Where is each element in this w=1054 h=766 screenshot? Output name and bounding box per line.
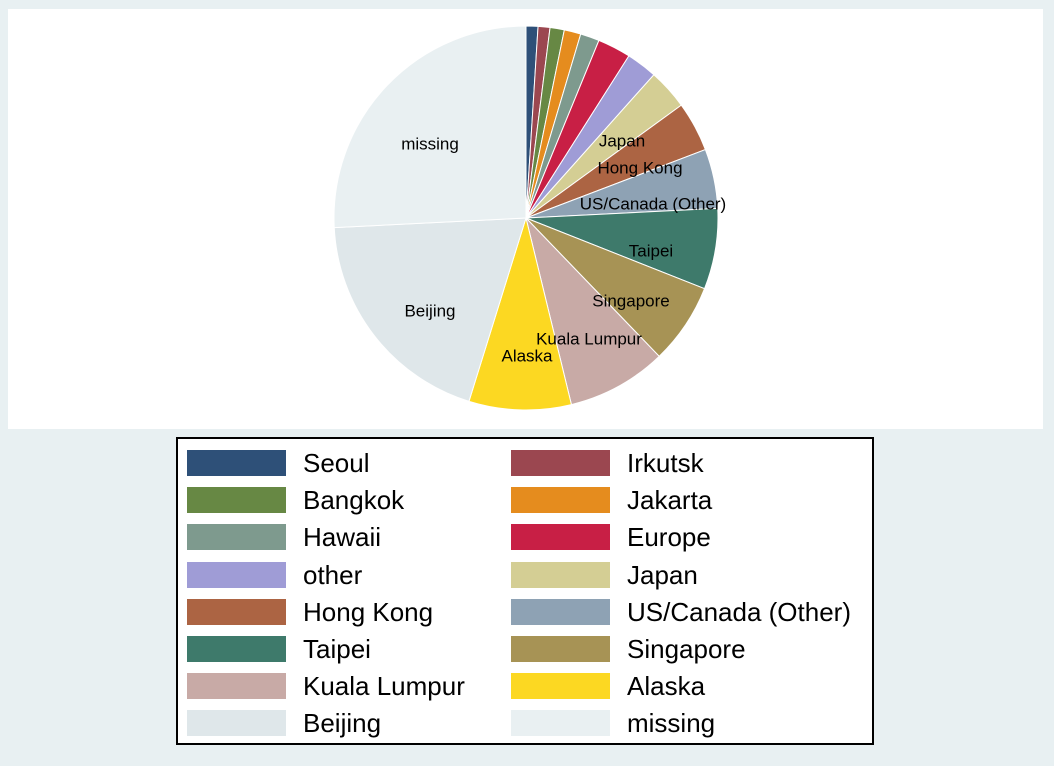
legend-swatch	[187, 710, 286, 737]
legend-swatch	[511, 673, 610, 700]
legend-label: Taipei	[303, 634, 371, 664]
slice-label-missing: missing	[401, 134, 459, 153]
legend-label: missing	[627, 708, 716, 739]
legend-label: Jakarta	[627, 485, 713, 516]
pie-chart: Japan Hong Kong US/Canada (Other) Taipei Sin…	[333, 25, 726, 411]
legend-label: Kuala Lumpur	[303, 671, 465, 702]
slice-label-japan: Japan	[599, 131, 645, 150]
slice-label-us-canada-other-: US/Canada (Other)	[580, 194, 726, 213]
legend-swatch	[511, 561, 610, 588]
pie-slice-beijing	[333, 217, 527, 402]
legend-label: Hawaii	[303, 522, 382, 553]
legend-label: Alaska	[627, 671, 706, 702]
slice-label-kuala-lumpur: Kuala Lumpur	[536, 329, 642, 348]
legend-swatch	[511, 450, 610, 476]
pie-slice-alaska	[468, 216, 573, 411]
pie-slice-kuala-lumpur	[525, 216, 660, 406]
legend-swatch	[187, 561, 286, 588]
legend-label: Singapore	[627, 634, 746, 664]
legend-label: other	[303, 559, 363, 590]
legend-swatch	[187, 598, 286, 625]
legend-swatch	[187, 450, 286, 476]
pie-slice-missing	[333, 25, 527, 229]
legend-label: Japan	[627, 559, 698, 590]
slice-label-singapore: Singapore	[592, 291, 670, 310]
legend: Seoul Irkutsk Bangkok Jakarta Hawaii Europe ot…	[176, 437, 874, 745]
legend-swatch	[511, 598, 610, 625]
slice-label-alaska: Alaska	[501, 346, 553, 365]
legend-swatch	[511, 636, 610, 662]
legend-swatch	[511, 524, 610, 551]
legend-swatch	[511, 487, 610, 514]
slice-label-taipei: Taipei	[629, 241, 673, 260]
plot-region: Japan Hong Kong US/Canada (Other) Taipei Sin…	[8, 9, 1043, 429]
legend-label: Beijing	[303, 708, 382, 739]
legend-label: Seoul	[303, 448, 370, 478]
slice-label-hong-kong: Hong Kong	[597, 158, 682, 177]
legend-swatch	[187, 636, 286, 662]
legend-swatch	[187, 487, 286, 514]
legend-swatch	[511, 710, 610, 737]
legend-label: US/Canada (Other)	[627, 596, 851, 627]
legend-label: Europe	[627, 522, 711, 553]
legend-label: Hong Kong	[303, 596, 434, 627]
legend-swatch	[187, 524, 286, 551]
legend-label: Irkutsk	[627, 448, 704, 478]
legend-label: Bangkok	[303, 485, 405, 516]
legend-swatch	[187, 673, 286, 700]
slice-label-beijing: Beijing	[404, 301, 455, 320]
